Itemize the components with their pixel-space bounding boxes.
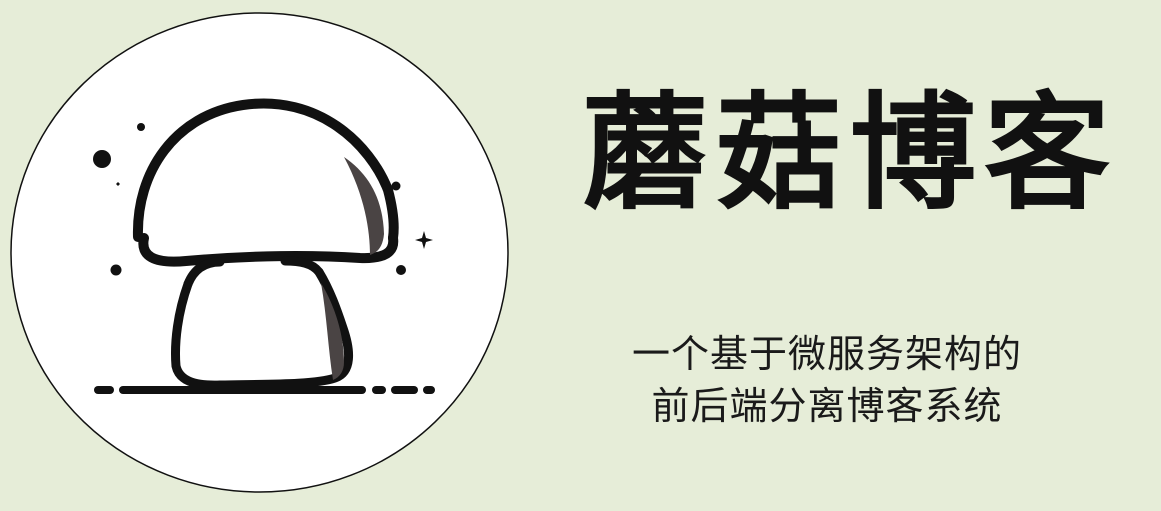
sparkle-dots xyxy=(93,123,433,276)
logo-circle xyxy=(10,12,509,493)
cap-shadow xyxy=(344,157,384,255)
site-subtitle: 一个基于微服务架构的 前后端分离博客系统 xyxy=(607,328,1047,432)
stem-shadow xyxy=(321,283,344,380)
mushroom-logo-icon xyxy=(10,12,509,493)
page-title: 蘑菇博客 xyxy=(582,79,1118,227)
subtitle-line-2: 前后端分离博客系统 xyxy=(651,384,1003,428)
mushroom-outline xyxy=(132,98,399,390)
subtitle-line-1: 一个基于微服务架构的 xyxy=(631,332,1022,376)
